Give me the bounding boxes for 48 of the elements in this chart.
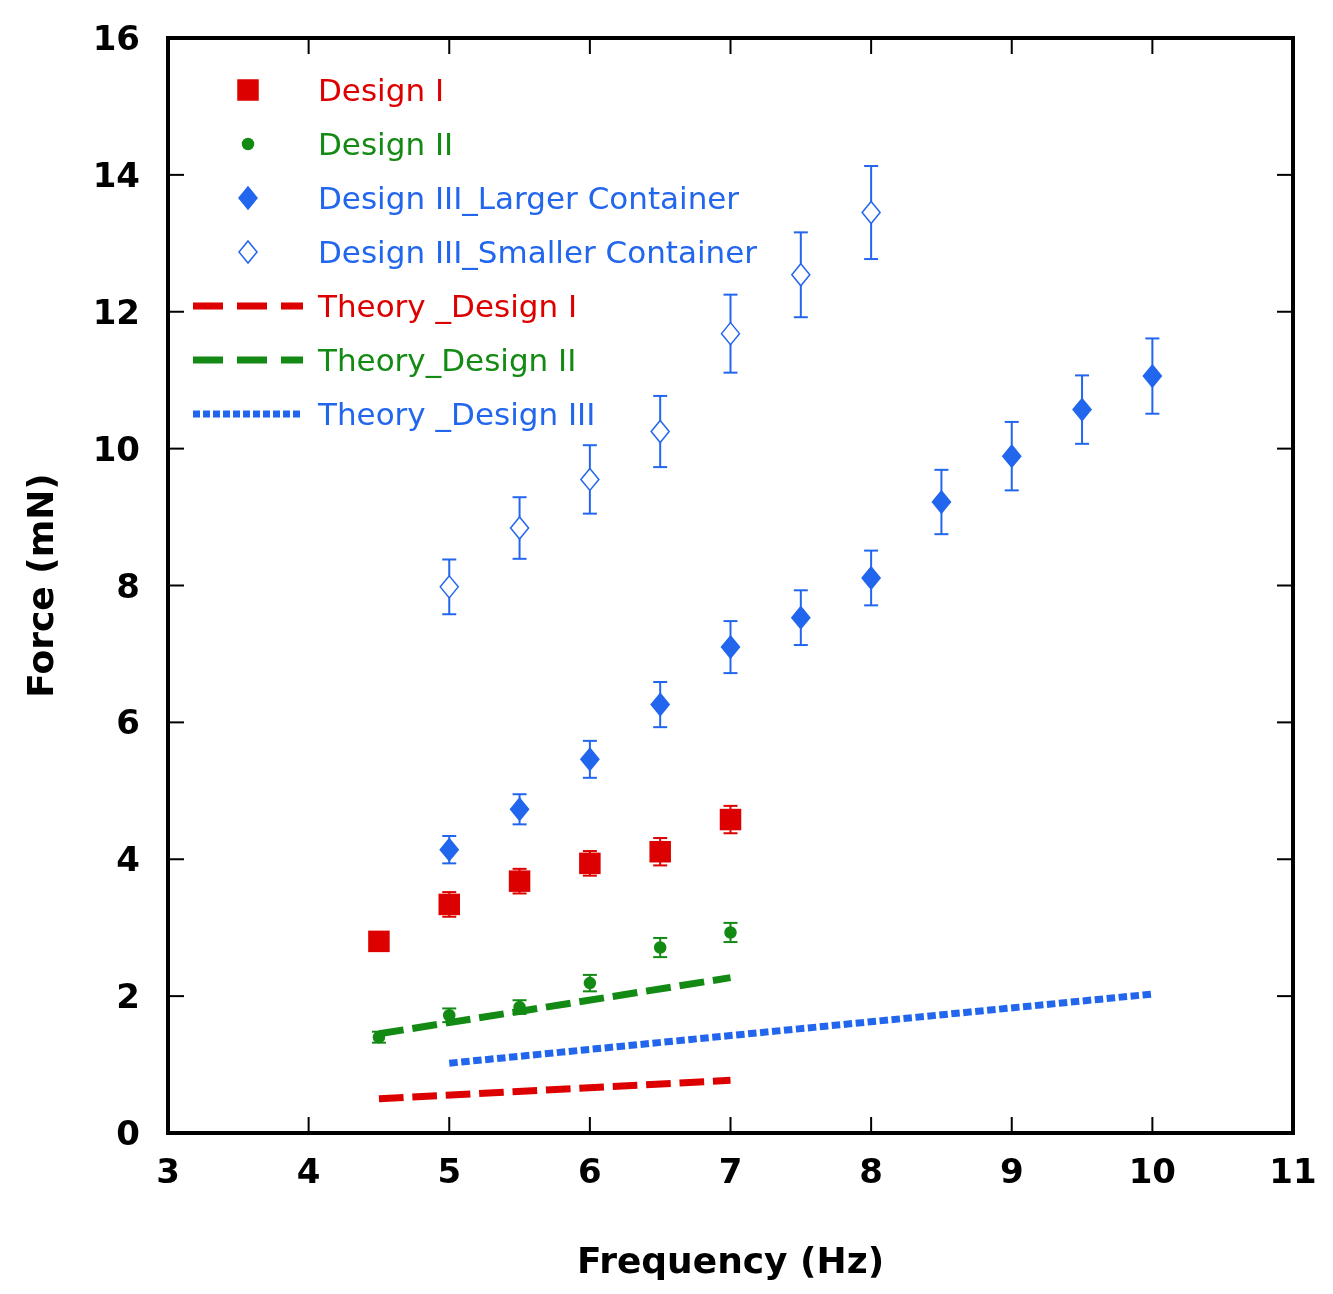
point [509, 797, 530, 822]
x-tick-label: 4 [296, 1151, 321, 1191]
point [1002, 444, 1022, 468]
point [724, 926, 737, 939]
legend-label: Design III_Larger Container [318, 180, 740, 216]
x-tick-label: 5 [437, 1151, 462, 1191]
legend-label: Design I [318, 72, 445, 108]
point [791, 263, 811, 287]
x-tick-label: 7 [718, 1151, 743, 1191]
y-tick-label: 10 [92, 428, 140, 469]
point [1072, 397, 1092, 422]
x-tick-label: 6 [578, 1151, 602, 1191]
y-tick-label: 8 [116, 565, 140, 606]
x-axis-title: Frequency (Hz) [576, 1240, 885, 1281]
point [861, 200, 881, 225]
point [791, 605, 811, 630]
point [1142, 364, 1163, 388]
point [931, 490, 952, 514]
y-tick-label: 0 [116, 1113, 140, 1153]
x-tick-label: 8 [859, 1151, 883, 1191]
point [861, 566, 881, 590]
legend-label: Theory_Design II [317, 342, 577, 378]
point [580, 467, 600, 492]
legend-label: Design II [318, 126, 454, 162]
x-tick-label: 9 [999, 1151, 1024, 1191]
y-tick-label: 4 [116, 839, 140, 880]
point [368, 930, 390, 953]
x-tick-label: 11 [1269, 1151, 1317, 1191]
point [653, 941, 667, 954]
y-tick-label: 12 [92, 291, 140, 332]
point [580, 747, 600, 772]
point [719, 808, 742, 831]
point [650, 692, 670, 717]
point [650, 419, 670, 444]
point [439, 575, 459, 599]
point [720, 321, 741, 346]
y-tick-label: 6 [116, 702, 140, 743]
x-tick-label: 3 [156, 1151, 180, 1191]
legend-label: Theory _Design I [317, 288, 578, 324]
y-tick-label: 14 [92, 154, 140, 195]
legend-label: Design III_Smaller Container [318, 234, 758, 270]
legend-label: Theory _Design III [317, 396, 596, 432]
x-tick-label: 10 [1128, 1151, 1177, 1191]
y-axis-title: Force (mN) [20, 473, 61, 698]
y-tick-label: 2 [116, 976, 140, 1017]
y-tick-label: 16 [92, 18, 140, 58]
point [509, 516, 530, 540]
point [720, 635, 741, 659]
